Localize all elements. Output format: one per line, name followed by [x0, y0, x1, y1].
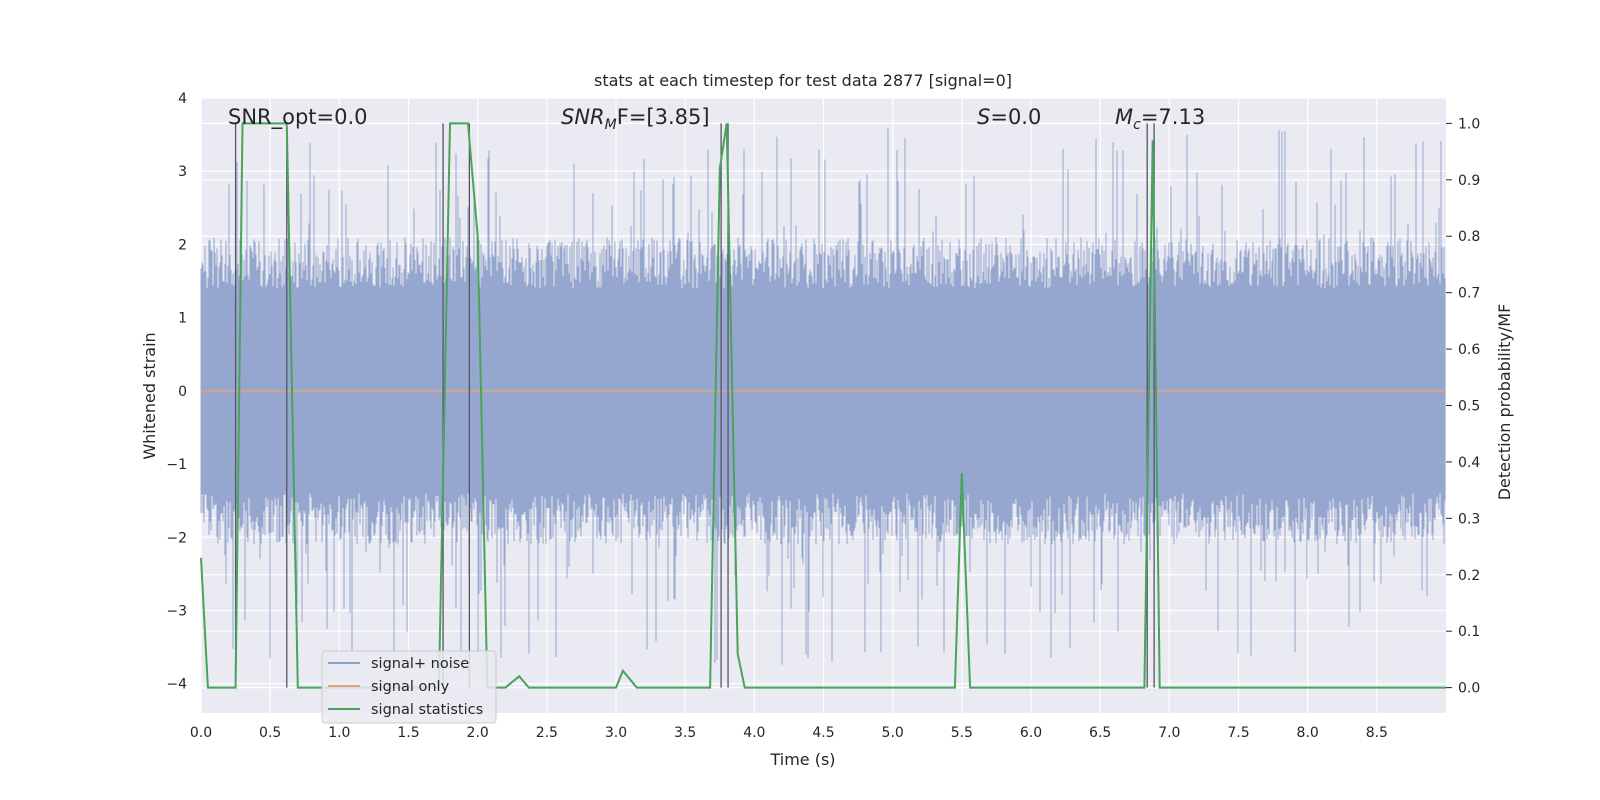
x-tick-label: 0.0	[190, 725, 212, 741]
snr-mf-annotation: SNRMF=[3.85]	[561, 105, 710, 133]
x-axis: 0.0 0.5 1.0 1.5 2.0 2.5 3.0 3.5 4.0 4.5 5.0 5.5 6.0 6…	[190, 725, 1388, 741]
x-tick-label: 1.5	[397, 725, 419, 741]
mc-annotation: Mc=7.13	[1115, 105, 1205, 133]
legend: signal+ noise signal only signal statist…	[321, 650, 497, 724]
y-tick-label-left: 2	[178, 237, 187, 253]
y-tick-label-left: −4	[166, 677, 187, 693]
s-annotation: S=0.0	[977, 105, 1041, 129]
x-tick-label: 8.5	[1366, 725, 1388, 741]
x-tick-label: 6.0	[1020, 725, 1042, 741]
y-tick-label-right: 0.3	[1458, 511, 1480, 527]
x-tick-label: 2.5	[536, 725, 558, 741]
y-axis-left: 4 3 2 1 0 −1 −2 −3 −4	[166, 91, 187, 693]
y-axis-label-right: Detection probability/MF	[1495, 304, 1514, 501]
x-tick-label: 3.5	[674, 725, 696, 741]
x-tick-label: 5.5	[951, 725, 973, 741]
y-tick-label-right: 0.2	[1458, 568, 1480, 584]
y-tick-label-left: 1	[178, 311, 187, 327]
y-tick-label-right: 0.7	[1458, 286, 1480, 302]
y-tick-label-right: 1.0	[1458, 116, 1480, 132]
x-tick-label: 7.0	[1158, 725, 1180, 741]
y-tick-label-right: 0.0	[1458, 681, 1480, 697]
x-tick-label: 2.0	[467, 725, 489, 741]
x-tick-label: 4.0	[743, 725, 765, 741]
x-tick-label: 5.0	[882, 725, 904, 741]
x-tick-label: 7.5	[1227, 725, 1249, 741]
y-tick-label-right: 0.8	[1458, 229, 1480, 245]
y-tick-label-left: −1	[166, 457, 187, 473]
x-tick-label: 4.5	[812, 725, 834, 741]
y-tick-label-left: 3	[178, 164, 187, 180]
x-tick-label: 3.0	[605, 725, 627, 741]
s-prefix: S	[977, 105, 990, 129]
mc-subscript: c	[1133, 117, 1141, 133]
y-tick-label-right: 0.4	[1458, 455, 1480, 471]
legend-box	[321, 650, 497, 724]
signal-statistics-series	[200, 122, 1446, 689]
legend-label-stats: signal statistics	[371, 702, 483, 718]
legend-label-signal: signal only	[371, 679, 450, 695]
snr-mf-subscript: M	[605, 117, 617, 133]
y-tick-label-left: −2	[166, 530, 187, 546]
snr-mf-value: F=[3.85]	[617, 105, 710, 129]
y-tick-label-left: 4	[178, 91, 187, 107]
s-value: =0.0	[990, 105, 1041, 129]
y-tick-label-right: 0.6	[1458, 342, 1480, 358]
x-tick-label: 6.5	[1089, 725, 1111, 741]
x-tick-label: 0.5	[259, 725, 281, 741]
x-tick-label: 1.0	[328, 725, 350, 741]
legend-label-noise: signal+ noise	[371, 656, 469, 672]
chart-title: stats at each timestep for test data 287…	[594, 71, 1012, 90]
y-tick-label-left: −3	[166, 604, 187, 620]
y-tick-label-right: 0.5	[1458, 399, 1480, 415]
x-tick-label: 8.0	[1297, 725, 1319, 741]
y-tick-label-right: 0.1	[1458, 624, 1480, 640]
y-axis-right: 1.0 0.9 0.8 0.7 0.6 0.5 0.4 0.3 0.2 0.1 0.0	[1446, 116, 1480, 697]
mc-value: =7.13	[1141, 105, 1205, 129]
mc-prefix: M	[1115, 105, 1133, 129]
x-axis-label: Time (s)	[769, 750, 835, 769]
y-axis-label-left: Whitened strain	[140, 332, 159, 459]
snr-opt-annotation: SNR_opt=0.0	[228, 105, 368, 130]
y-tick-label-right: 0.9	[1458, 173, 1480, 189]
snr-mf-prefix: SNR	[561, 105, 605, 129]
y-tick-label-left: 0	[178, 384, 187, 400]
